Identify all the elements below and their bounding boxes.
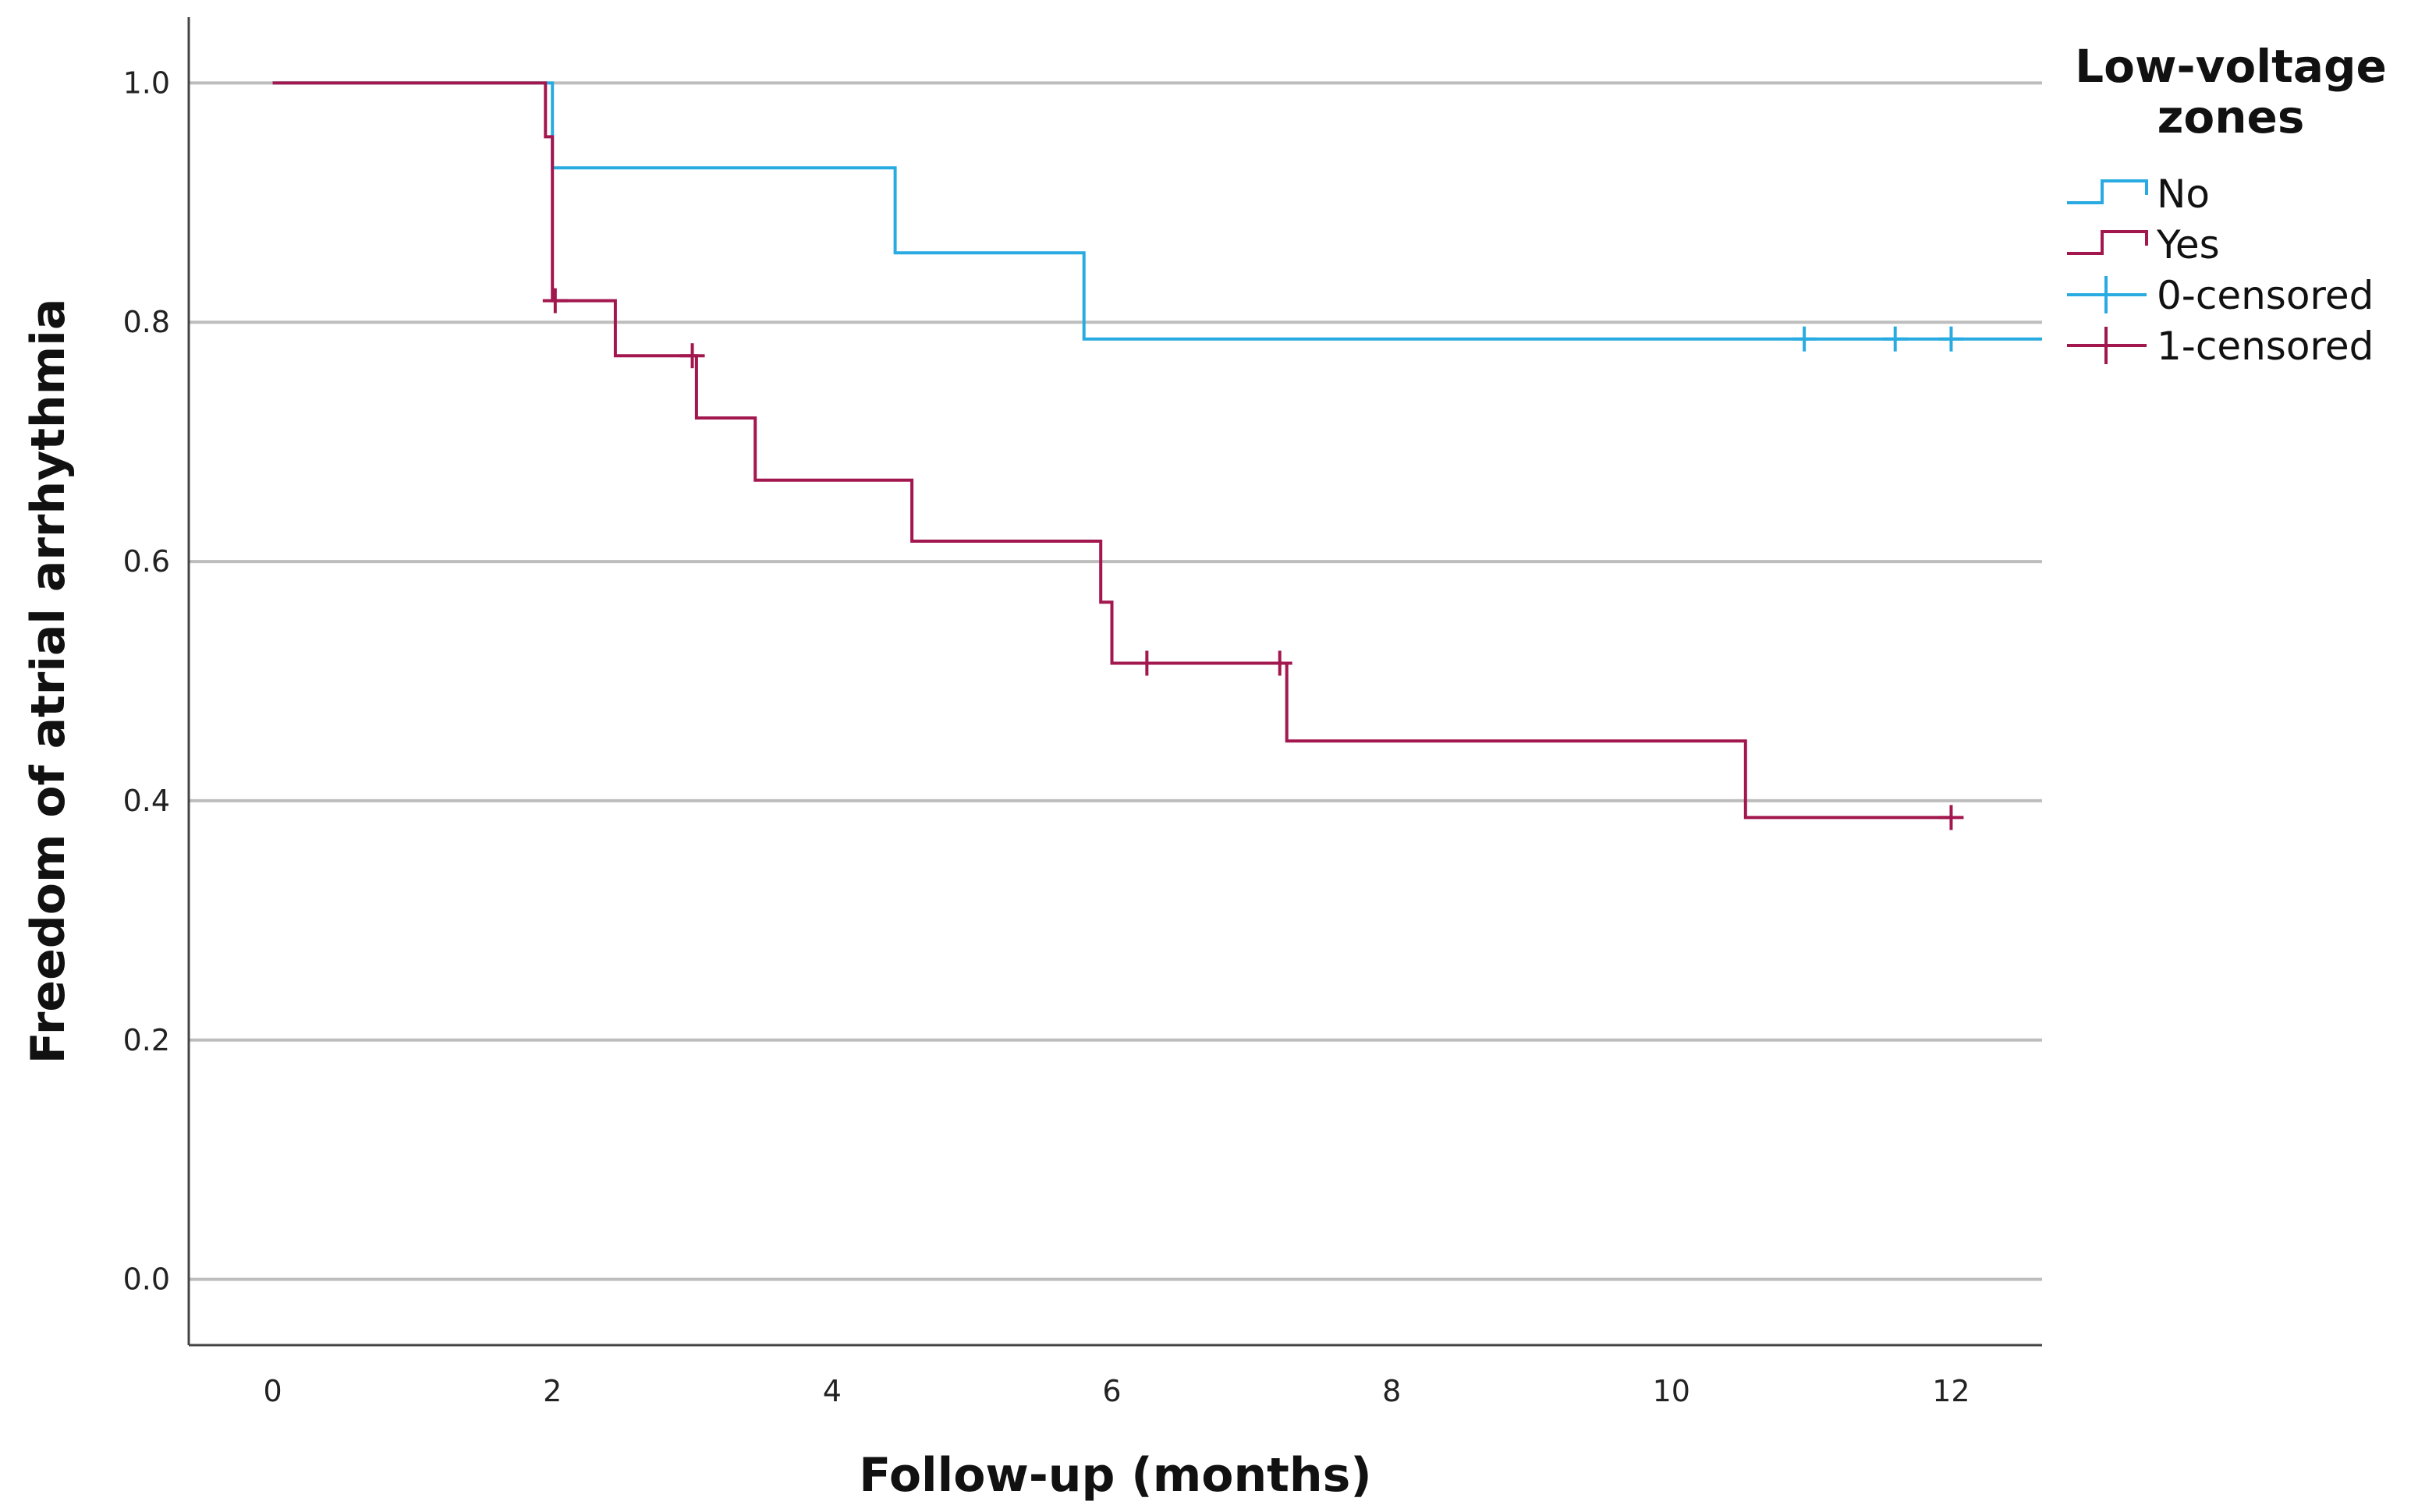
censor-mark-no bbox=[1938, 326, 1964, 352]
x-tick-label: 10 bbox=[1653, 1374, 1690, 1408]
series-line-no bbox=[272, 81, 2042, 341]
x-axis-title: Follow-up (months) bbox=[859, 1448, 1371, 1503]
legend-entries: No Yes 0-censored 1-censored bbox=[2067, 172, 2374, 369]
gridlines bbox=[189, 81, 2042, 1281]
censor-mark-yes bbox=[1938, 805, 1964, 830]
censor-mark-yes bbox=[679, 343, 705, 369]
censor-mark-yes bbox=[1134, 650, 1160, 676]
y-tick-label: 0.6 bbox=[123, 544, 170, 579]
tick-labels: 0.0 0.2 0.4 0.6 0.8 1.0 0 2 4 6 8 10 12 bbox=[123, 66, 1970, 1408]
legend-label: 1-censored bbox=[2157, 324, 2374, 369]
axes bbox=[187, 17, 2042, 1347]
legend-entry: 0-censored bbox=[2067, 273, 2374, 318]
legend: Low-voltage zones No Yes 0-censored 1-censo… bbox=[2067, 40, 2387, 369]
y-tick-label: 0.0 bbox=[123, 1262, 170, 1297]
x-tick-label: 12 bbox=[1932, 1374, 1970, 1408]
y-axis-title: Freedom of atrial arrhythmia bbox=[21, 299, 76, 1064]
y-tick-label: 1.0 bbox=[123, 66, 170, 100]
x-tick-label: 8 bbox=[1382, 1374, 1401, 1408]
series-line-yes bbox=[272, 81, 1952, 820]
series-lines bbox=[272, 81, 2042, 830]
x-tick-label: 6 bbox=[1102, 1374, 1121, 1408]
censor-mark-yes bbox=[1267, 650, 1292, 676]
x-tick-label: 2 bbox=[543, 1374, 562, 1408]
legend-title-line2: zones bbox=[2157, 90, 2305, 143]
x-tick-label: 4 bbox=[823, 1374, 842, 1408]
legend-label: Yes bbox=[2156, 222, 2220, 267]
censor-mark-yes bbox=[542, 288, 568, 313]
legend-swatch-step bbox=[2067, 179, 2148, 204]
legend-entry: Yes bbox=[2067, 222, 2220, 267]
legend-entry: No bbox=[2067, 172, 2210, 217]
legend-title-line1: Low-voltage bbox=[2075, 40, 2387, 93]
legend-entry: 1-censored bbox=[2067, 324, 2374, 369]
censor-mark-no bbox=[1792, 326, 1817, 352]
legend-label: No bbox=[2157, 172, 2210, 217]
x-tick-label: 0 bbox=[263, 1374, 282, 1408]
censor-mark-no bbox=[1882, 326, 1908, 352]
y-tick-label: 0.4 bbox=[123, 784, 170, 818]
y-tick-label: 0.8 bbox=[123, 305, 170, 339]
legend-label: 0-censored bbox=[2157, 273, 2374, 318]
legend-swatch-step bbox=[2067, 230, 2148, 255]
y-tick-label: 0.2 bbox=[123, 1023, 170, 1057]
